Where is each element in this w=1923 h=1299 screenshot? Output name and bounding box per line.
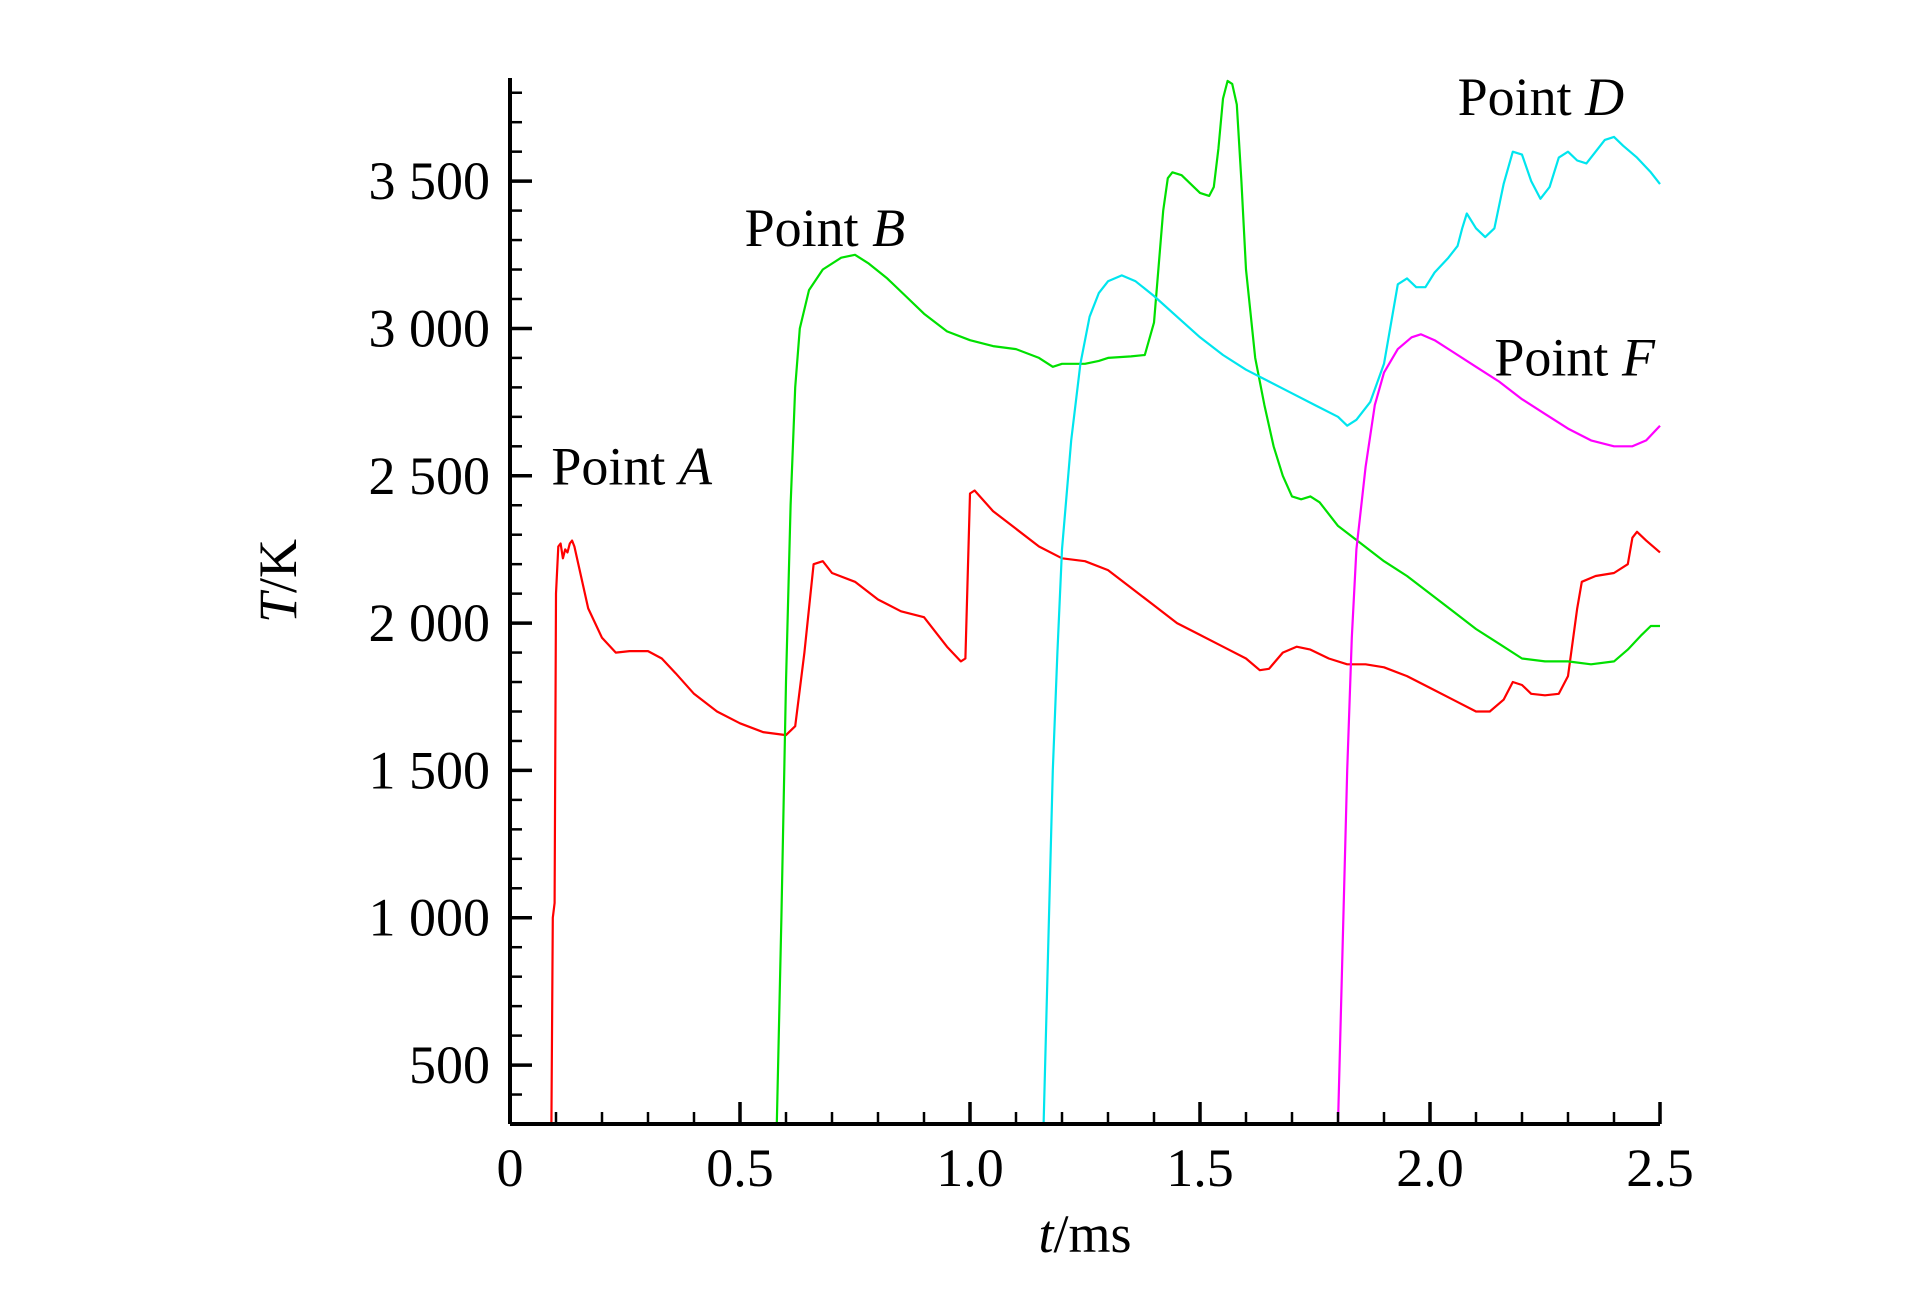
x-tick-label: 0 bbox=[497, 1138, 524, 1198]
x-tick-label: 2.5 bbox=[1626, 1138, 1694, 1198]
x-tick-label: 1.5 bbox=[1166, 1138, 1234, 1198]
y-tick-label: 1 500 bbox=[369, 740, 491, 800]
series-label-f: Point F bbox=[1494, 328, 1656, 388]
series-label-d: Point D bbox=[1458, 67, 1625, 127]
series-layer bbox=[550, 79, 1661, 1125]
x-ticks: 0 0.5 1.0 1.5 2.0 2.5 bbox=[497, 1102, 1694, 1198]
y-axis-unit: /K bbox=[248, 539, 308, 593]
series-label-b: Point B bbox=[745, 198, 906, 258]
series-line-b bbox=[775, 79, 1660, 1125]
x-tick-label: 0.5 bbox=[706, 1138, 774, 1198]
y-tick-label: 3 000 bbox=[369, 298, 491, 358]
series-labels: Point A Point B Point D Point F bbox=[551, 67, 1656, 497]
y-tick-label: 1 000 bbox=[369, 888, 491, 948]
y-axis-variable: T bbox=[248, 589, 308, 623]
x-axis-variable: t bbox=[1038, 1204, 1055, 1264]
x-tick-label: 1.0 bbox=[936, 1138, 1004, 1198]
y-tick-label: 3 500 bbox=[369, 151, 491, 211]
series-line-d bbox=[1042, 135, 1661, 1125]
axes-layer bbox=[508, 78, 1660, 1126]
y-tick-label: 500 bbox=[409, 1035, 490, 1095]
y-tick-label: 2 000 bbox=[369, 593, 491, 653]
x-axis-unit: /ms bbox=[1053, 1204, 1131, 1264]
y-ticks: 500 1 000 1 500 2 000 2 500 3 000 3 500 bbox=[369, 91, 532, 1096]
series-line-a bbox=[550, 489, 1661, 1125]
y-axis-title: T/K bbox=[248, 539, 308, 623]
x-tick-label: 2.0 bbox=[1396, 1138, 1464, 1198]
x-axis-title: t/ms bbox=[1038, 1204, 1131, 1264]
series-label-a: Point A bbox=[551, 437, 713, 497]
series-line-f bbox=[1336, 333, 1661, 1125]
y-tick-label: 2 500 bbox=[369, 446, 491, 506]
